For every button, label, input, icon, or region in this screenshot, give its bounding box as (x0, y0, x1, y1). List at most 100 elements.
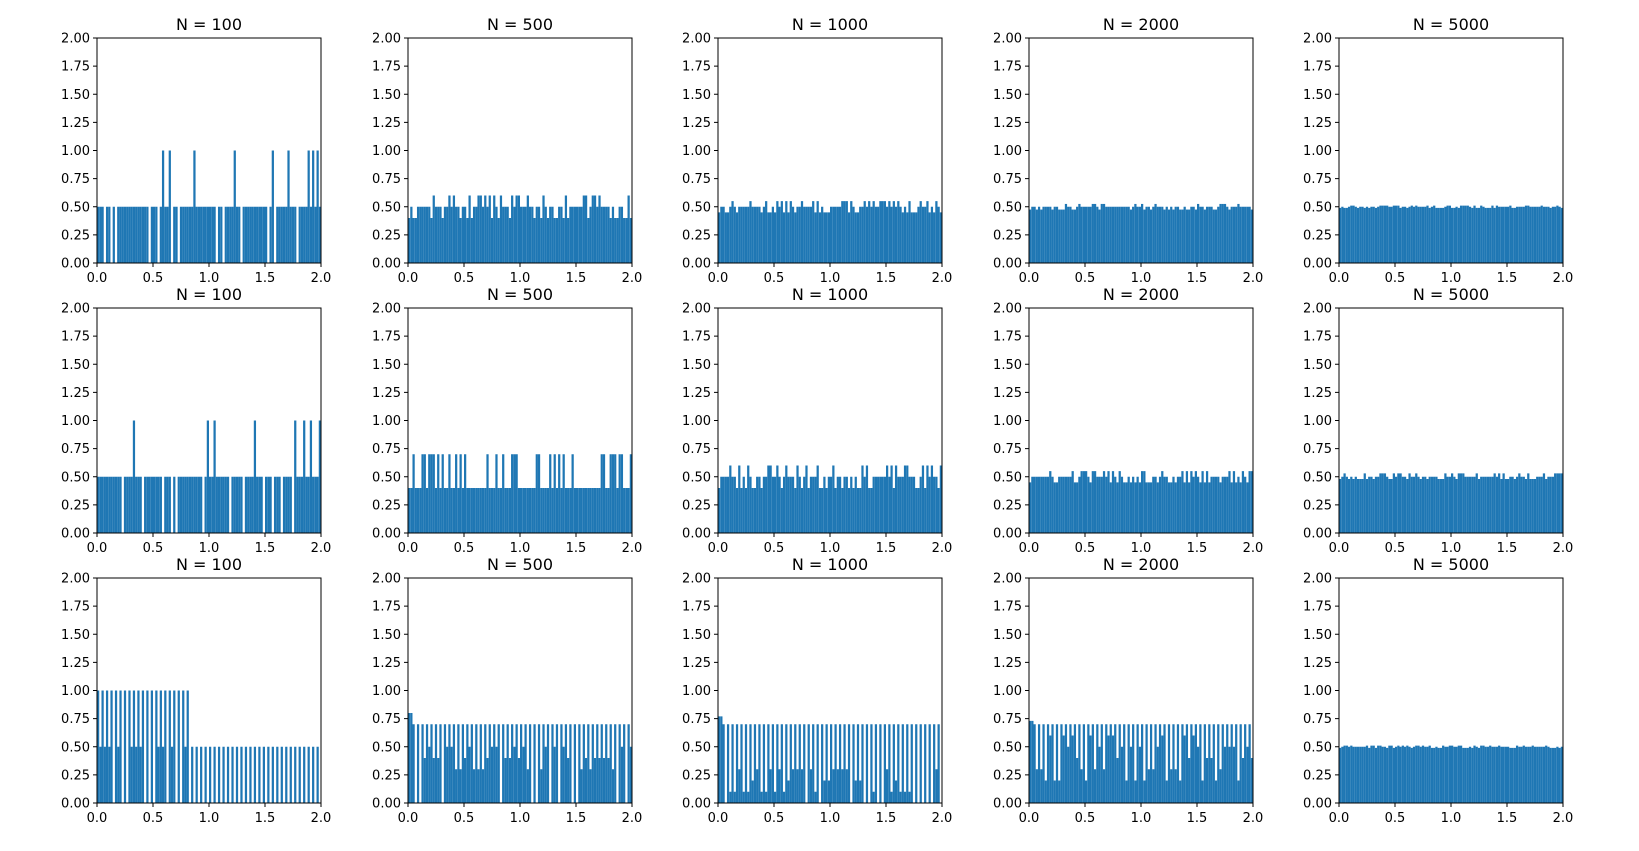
histogram-bar (542, 724, 545, 803)
histogram-bar (756, 769, 759, 803)
histogram-bar (437, 206, 440, 263)
y-tick-label: 0.50 (682, 470, 711, 485)
histogram-bar (1551, 476, 1555, 533)
histogram-bar (146, 206, 149, 263)
x-tick-label: 1.0 (510, 541, 531, 556)
histogram-bar (1226, 476, 1229, 533)
histogram-bar (1531, 745, 1534, 804)
histogram-bar (1444, 746, 1447, 803)
histogram-bar (600, 454, 603, 533)
histogram-bar (917, 206, 920, 263)
histogram-bar (838, 206, 842, 263)
histogram-bar (1219, 769, 1222, 803)
histogram-bar (1403, 476, 1407, 533)
panel-title: N = 2000 (1103, 555, 1179, 574)
histogram-bar (457, 206, 460, 263)
histogram-bar (787, 780, 790, 803)
histogram-bar (204, 206, 207, 263)
y-tick-label: 0.00 (1303, 257, 1332, 272)
histogram-bar (204, 746, 207, 803)
histogram-bar (1076, 482, 1079, 534)
histogram-bar (1208, 206, 1211, 263)
histogram-bar (881, 476, 884, 533)
histogram-bar (439, 488, 442, 533)
histogram-bar (235, 206, 239, 263)
histogram-bar (1484, 746, 1487, 803)
x-tick-label: 0.0 (87, 811, 108, 826)
histogram-bar (443, 488, 447, 533)
x-tick-label: 1.5 (1497, 541, 1518, 556)
x-tick-label: 0.0 (1329, 271, 1350, 286)
histogram-bar (888, 724, 891, 803)
histogram-bar (1051, 724, 1054, 803)
y-tick-label: 1.75 (372, 600, 401, 615)
histogram-bar (524, 206, 527, 263)
histogram-bar (616, 488, 619, 533)
histogram-bar (1345, 476, 1348, 533)
histogram-bar (430, 454, 433, 533)
histogram-bar (794, 212, 797, 264)
histogram-bar (1058, 209, 1061, 263)
x-tick-label: 1.0 (1441, 541, 1462, 556)
histogram-bar (1049, 735, 1052, 803)
histogram-bar (1486, 746, 1490, 803)
y-tick-label: 0.75 (372, 712, 401, 727)
histogram-bar (486, 454, 489, 533)
histogram-bar (735, 724, 739, 803)
y-tick-label: 1.50 (682, 628, 711, 643)
histogram-bar (1475, 746, 1478, 803)
histogram-bar (1554, 473, 1557, 534)
histogram-bar (771, 206, 774, 263)
histogram-bar (231, 746, 234, 803)
histogram-bar (771, 724, 774, 803)
histogram-bar (314, 476, 317, 533)
histogram-bar (1221, 724, 1224, 803)
y-tick-label: 0.75 (993, 712, 1022, 727)
histogram-bar (749, 476, 752, 533)
histogram-bar (1116, 758, 1119, 803)
histogram-bar (877, 206, 880, 263)
histogram-bar (782, 791, 786, 803)
histogram-bar (850, 476, 853, 533)
histogram-bar (544, 206, 547, 263)
histogram-bar (742, 791, 745, 803)
histogram-bar (251, 206, 254, 263)
histogram-bar (803, 206, 806, 263)
histogram-bar (1246, 746, 1249, 803)
histogram-bar (166, 206, 169, 263)
histogram-bar (1250, 758, 1253, 803)
histogram-bar (627, 195, 630, 263)
histogram-bar (490, 488, 494, 533)
histogram-bar (1529, 206, 1532, 263)
histogram-bar (137, 690, 140, 803)
histogram-bar (1502, 746, 1505, 803)
histogram-bar (416, 724, 420, 803)
histogram-bar (580, 769, 583, 803)
histogram-bar (1136, 724, 1139, 803)
histogram-bar (791, 476, 795, 533)
histogram-bar (294, 746, 297, 803)
histogram-bar (555, 488, 559, 533)
histogram-bar (589, 488, 592, 533)
histogram-bar (1417, 476, 1420, 533)
histogram-bar (735, 212, 739, 264)
histogram-bar (1080, 471, 1083, 534)
x-tick-label: 1.5 (1187, 811, 1208, 826)
y-tick-label: 0.75 (1303, 172, 1332, 187)
histogram-bar (298, 746, 301, 803)
histogram-bar (1239, 206, 1242, 263)
histogram-bar (1239, 724, 1242, 803)
histogram-bar (1507, 479, 1510, 533)
histogram-bar (466, 724, 469, 803)
histogram-bar (607, 206, 610, 263)
histogram-bar (1484, 476, 1487, 533)
histogram-bar (211, 206, 214, 263)
histogram-bar (1542, 206, 1546, 263)
y-tick-label: 1.00 (993, 144, 1022, 159)
histogram-bar (141, 690, 145, 803)
histogram-bar (1107, 471, 1110, 534)
histogram-bar (1410, 476, 1413, 533)
histogram-bar (1183, 735, 1186, 803)
histogram-bar (1235, 482, 1238, 534)
histogram-bar (97, 476, 100, 533)
